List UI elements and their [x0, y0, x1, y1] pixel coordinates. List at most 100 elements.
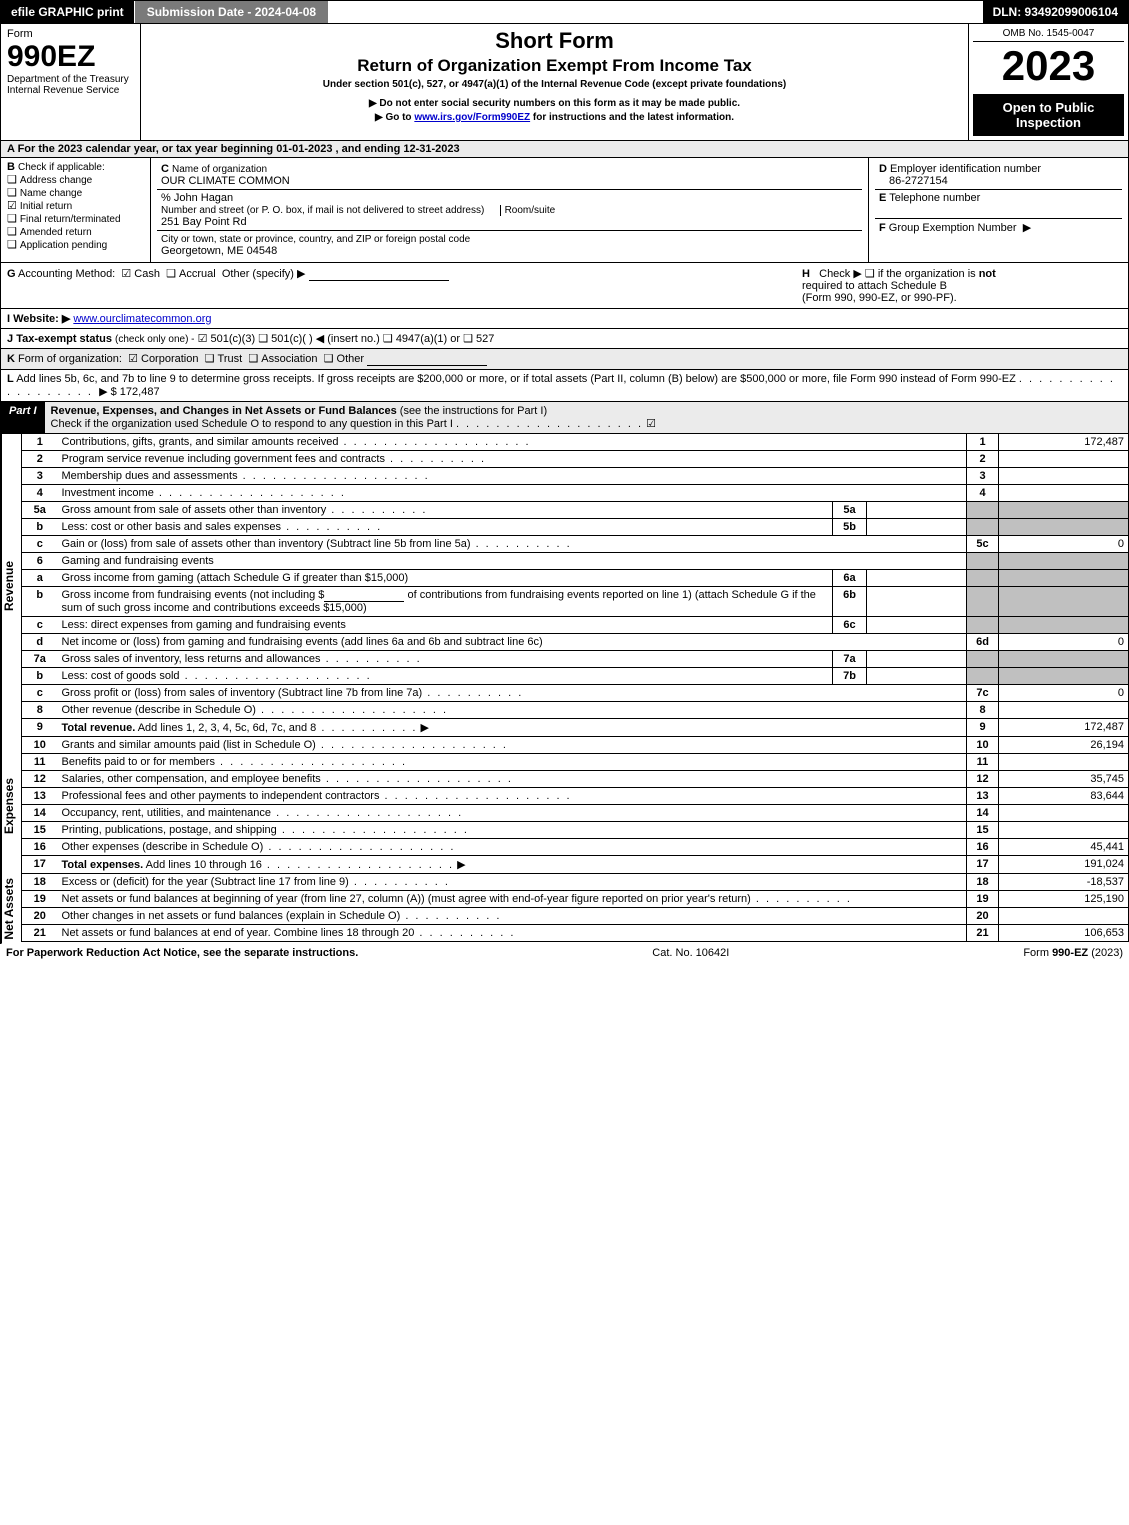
tax-year: 2023: [973, 42, 1124, 90]
section-g-h: G Accounting Method: ☑ Cash ❑ Accrual Ot…: [0, 263, 1129, 309]
l12-desc: Salaries, other compensation, and employ…: [62, 773, 321, 785]
l6b-mid: 6b: [833, 587, 867, 617]
l7c-rnum: 7c: [967, 685, 999, 702]
notice-goto: ▶ Go to www.irs.gov/Form990EZ for instru…: [145, 112, 964, 123]
l9-desc: Total revenue.: [62, 722, 136, 734]
chk-501c3[interactable]: ☑: [198, 333, 211, 345]
expenses-table: 10Grants and similar amounts paid (list …: [21, 737, 1129, 874]
l5b-midval: [867, 519, 967, 536]
form-ref-form: 990-EZ: [1052, 947, 1088, 959]
accrual-label: Accrual: [179, 268, 216, 280]
l3-rval: [999, 468, 1129, 485]
association: Association: [261, 353, 317, 365]
chk-amended[interactable]: ❑: [7, 226, 20, 238]
line-1: 1Contributions, gifts, grants, and simil…: [22, 434, 1129, 451]
care-of: % John Hagan: [161, 192, 233, 204]
expenses-section: Expenses 10Grants and similar amounts pa…: [0, 737, 1129, 874]
top-bar: efile GRAPHIC print Submission Date - 20…: [0, 0, 1129, 24]
l7a-desc: Gross sales of inventory, less returns a…: [62, 653, 321, 665]
l1-num: 1: [22, 434, 58, 451]
chk-schedule-o[interactable]: ☑: [646, 418, 656, 430]
initial-return: Initial return: [20, 201, 72, 212]
section-g: G Accounting Method: ☑ Cash ❑ Accrual Ot…: [7, 267, 802, 304]
line-2: 2Program service revenue including gover…: [22, 451, 1129, 468]
omb-number: OMB No. 1545-0047: [973, 28, 1124, 42]
l4-rval: [999, 485, 1129, 502]
section-a: A For the 2023 calendar year, or tax yea…: [0, 141, 1129, 158]
street-address: 251 Bay Point Rd: [161, 216, 247, 228]
part1-desc: Revenue, Expenses, and Changes in Net As…: [45, 402, 1128, 433]
l11-rnum: 11: [967, 754, 999, 771]
l12-rnum: 12: [967, 771, 999, 788]
l17-rnum: 17: [967, 856, 999, 874]
g-label: G: [7, 268, 16, 280]
chk-501c[interactable]: ❑: [258, 333, 271, 345]
l7b-rval: [999, 668, 1129, 685]
website-link[interactable]: www.ourclimatecommon.org: [73, 313, 211, 325]
revenue-table: 1Contributions, gifts, grants, and simil…: [21, 434, 1129, 737]
chk-accrual[interactable]: ❑: [166, 268, 179, 280]
l5b-mid: 5b: [833, 519, 867, 536]
chk-cash[interactable]: ☑: [121, 268, 134, 280]
form-subtitle: Return of Organization Exempt From Incom…: [145, 56, 964, 76]
chk-name[interactable]: ❑: [7, 187, 20, 199]
insert-no: ◀ (insert no.): [316, 333, 380, 345]
application-pending: Application pending: [20, 240, 107, 251]
l9-rval: 172,487: [999, 719, 1129, 737]
l20-num: 20: [22, 908, 58, 925]
b-label: B: [7, 161, 15, 173]
l14-rval: [999, 805, 1129, 822]
address-change: Address change: [20, 175, 92, 186]
h-text4: (Form 990, 990-EZ, or 990-PF).: [802, 292, 957, 304]
l19-desc: Net assets or fund balances at beginning…: [62, 893, 751, 905]
l7b-midval: [867, 668, 967, 685]
chk-527[interactable]: ❑: [463, 333, 476, 345]
chk-pending[interactable]: ❑: [7, 239, 20, 251]
l16-num: 16: [22, 839, 58, 856]
l8-desc: Other revenue (describe in Schedule O): [62, 704, 256, 716]
l9-desc2: Add lines 1, 2, 3, 4, 5c, 6d, 7c, and 8: [135, 722, 316, 734]
l2-desc: Program service revenue including govern…: [62, 453, 385, 465]
net-assets-table: 18Excess or (deficit) for the year (Subt…: [21, 874, 1129, 942]
l15-desc: Printing, publications, postage, and shi…: [62, 824, 277, 836]
l6c-rval: [999, 617, 1129, 634]
line-6b: bGross income from fundraising events (n…: [22, 587, 1129, 617]
chk-initial[interactable]: ☑: [7, 200, 20, 212]
f-arrow: ▶: [1023, 222, 1031, 234]
section-c: C Name of organization OUR CLIMATE COMMO…: [151, 158, 868, 262]
l8-num: 8: [22, 702, 58, 719]
i-label: I: [7, 313, 10, 325]
501c3: 501(c)(3): [211, 333, 256, 345]
h-text3: required to attach Schedule B: [802, 280, 947, 292]
chk-4947[interactable]: ❑: [383, 333, 396, 345]
line-6: 6Gaming and fundraising events: [22, 553, 1129, 570]
efile-print-button[interactable]: efile GRAPHIC print: [1, 1, 135, 23]
chk-final[interactable]: ❑: [7, 213, 20, 225]
l16-rval: 45,441: [999, 839, 1129, 856]
check-if-applicable: Check if applicable:: [18, 162, 105, 173]
chk-other-org[interactable]: ❑: [324, 353, 337, 365]
line-9: 9Total revenue. Add lines 1, 2, 3, 4, 5c…: [22, 719, 1129, 737]
form-of-org: Form of organization:: [18, 353, 122, 365]
l11-rval: [999, 754, 1129, 771]
l19-rval: 125,190: [999, 891, 1129, 908]
l10-rval: 26,194: [999, 737, 1129, 754]
chk-address[interactable]: ❑: [7, 174, 20, 186]
line-6d: dNet income or (loss) from gaming and fu…: [22, 634, 1129, 651]
l14-rnum: 14: [967, 805, 999, 822]
goto-pre: ▶ Go to: [375, 112, 414, 123]
chk-assoc[interactable]: ❑: [248, 353, 261, 365]
ein-label: Employer identification number: [890, 163, 1041, 175]
chk-corp[interactable]: ☑: [128, 353, 141, 365]
l15-num: 15: [22, 822, 58, 839]
chk-trust[interactable]: ❑: [205, 353, 218, 365]
submission-date: Submission Date - 2024-04-08: [135, 1, 328, 23]
l17-rval: 191,024: [999, 856, 1129, 874]
l-arrow: ▶ $: [99, 386, 117, 398]
l6c-rnum: [967, 617, 999, 634]
l18-rnum: 18: [967, 874, 999, 891]
irs-link[interactable]: www.irs.gov/Form990EZ: [414, 112, 530, 123]
chk-schedule-b[interactable]: ❑: [865, 268, 878, 280]
l13-rnum: 13: [967, 788, 999, 805]
line-12: 12 Salaries, other compensation, and empl…: [22, 771, 1129, 788]
